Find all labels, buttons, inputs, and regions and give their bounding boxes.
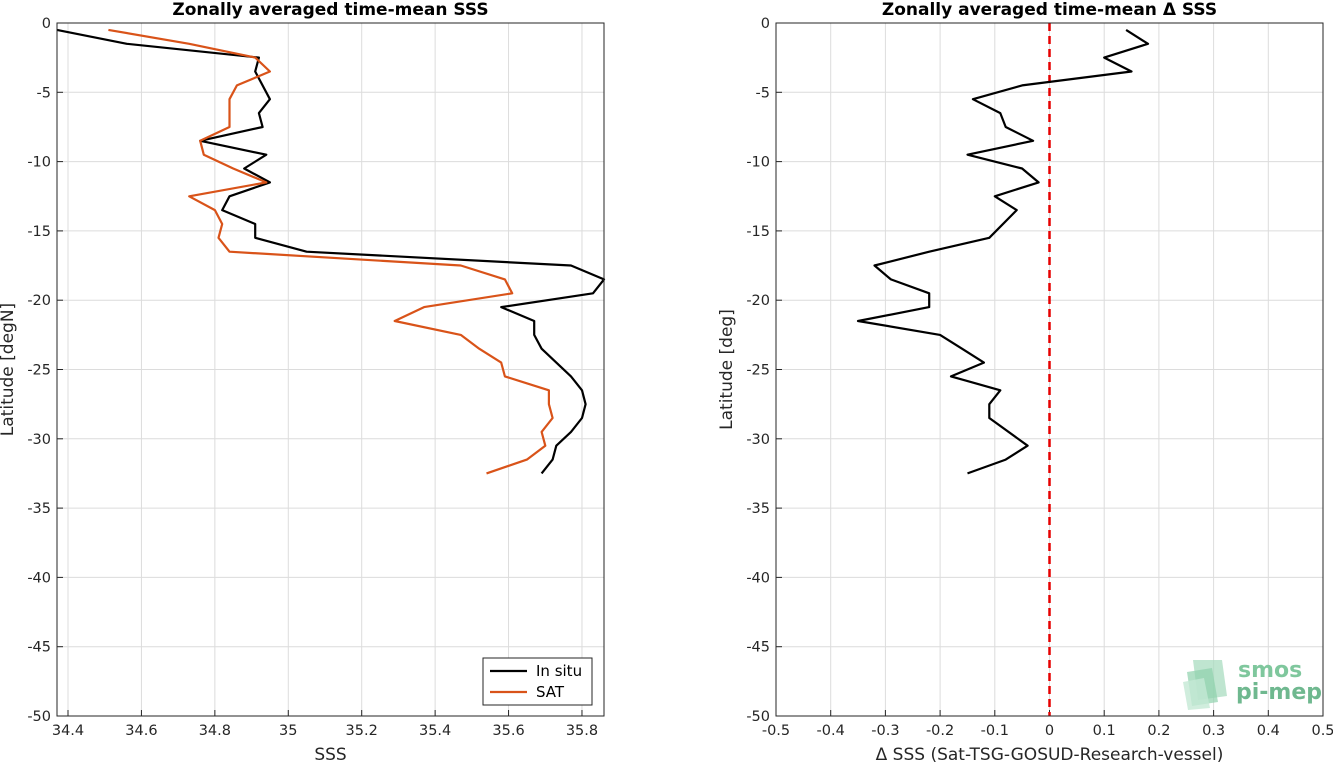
y-tick-label: -10 <box>27 155 51 171</box>
series-sss <box>56 28 606 475</box>
chart-title-delta-sss: Zonally averaged time-mean Δ SSS <box>882 0 1217 20</box>
legend-box <box>482 657 593 706</box>
x-tick-label: 35 <box>279 723 297 739</box>
tick-labels-sss: 34.4 34.6 34.8 35 35.2 35.4 35.6 35.8 0 -5 -10 -15 -… <box>27 16 598 739</box>
x-tick-label: -0.5 <box>762 723 790 739</box>
y-tick-label: -20 <box>746 293 770 309</box>
y-tick-label: -30 <box>27 432 51 448</box>
panel-delta-sss: -0.5 -0.4 -0.3 -0.2 -0.1 0 0.1 0.2 0.3 0.4 0.5 0 -5 -… <box>717 0 1333 764</box>
series-delta-sss <box>856 28 1150 475</box>
y-axis-label-sss: Latitude [degN] <box>0 303 18 436</box>
panel-sss: 34.4 34.6 34.8 35 35.2 35.4 35.6 35.8 0 -5 -10 -15 -… <box>0 0 606 764</box>
logo-text-smos: smos <box>1238 658 1302 683</box>
logo-text-pi-mep: pi-mep <box>1236 680 1322 705</box>
axes-frame-sss <box>56 22 605 717</box>
y-tick-label: -25 <box>746 363 770 379</box>
x-tick-label: 0.2 <box>1147 723 1170 739</box>
y-axis-label-delta-sss: Latitude [deg] <box>717 309 737 430</box>
y-tick-label: -40 <box>27 570 51 586</box>
y-tick-label: -25 <box>27 363 51 379</box>
legend-label-sat: SAT <box>536 683 565 701</box>
x-tick-label: 35.6 <box>492 723 524 739</box>
legend: In situ SAT <box>482 657 593 706</box>
legend-label-in-situ: In situ <box>536 662 582 680</box>
y-tick-label: -45 <box>27 640 51 656</box>
y-tick-label: -5 <box>37 85 51 101</box>
x-axis-label-delta-sss: Δ SSS (Sat-TSG-GOSUD-Research-vessel) <box>876 745 1224 764</box>
x-tick-label: 0.4 <box>1257 723 1280 739</box>
x-tick-label: 0.1 <box>1093 723 1116 739</box>
y-tick-label: 0 <box>761 16 770 32</box>
smos-pi-mep-logo: smos pi-mep <box>1183 658 1322 710</box>
x-tick-label: 0 <box>1045 723 1054 739</box>
y-tick-label: 0 <box>42 16 51 32</box>
y-tick-label: -40 <box>746 570 770 586</box>
series-line-delta-0 <box>856 28 1150 475</box>
y-tick-label: -10 <box>746 155 770 171</box>
y-tick-label: -5 <box>756 85 770 101</box>
y-tick-label: -15 <box>27 224 51 240</box>
x-tick-label: 35.8 <box>566 723 598 739</box>
x-tick-label: -0.1 <box>981 723 1009 739</box>
y-tick-label: -15 <box>746 224 770 240</box>
y-tick-label: -35 <box>746 501 770 517</box>
chart-title-sss: Zonally averaged time-mean SSS <box>172 0 488 20</box>
y-tick-label: -45 <box>746 640 770 656</box>
y-tick-label: -20 <box>27 293 51 309</box>
series-line-in-situ <box>56 28 606 475</box>
x-tick-label: 34.8 <box>199 723 231 739</box>
x-tick-label: -0.4 <box>817 723 845 739</box>
x-tick-label: -0.3 <box>871 723 899 739</box>
series-line-sat <box>108 28 554 475</box>
x-tick-label: 35.4 <box>419 723 451 739</box>
y-tick-label: -35 <box>27 501 51 517</box>
x-tick-label: 0.3 <box>1202 723 1225 739</box>
x-axis-label-sss: SSS <box>314 745 346 764</box>
y-tick-label: -50 <box>27 709 51 725</box>
y-tick-label: -30 <box>746 432 770 448</box>
x-tick-label: 35.2 <box>346 723 378 739</box>
x-tick-label: 34.6 <box>125 723 157 739</box>
x-tick-label: 0.5 <box>1311 723 1333 739</box>
y-tick-label: -50 <box>746 709 770 725</box>
x-tick-label: 34.4 <box>52 723 84 739</box>
axes-frame-delta-sss <box>775 22 1324 717</box>
x-tick-label: -0.2 <box>926 723 954 739</box>
